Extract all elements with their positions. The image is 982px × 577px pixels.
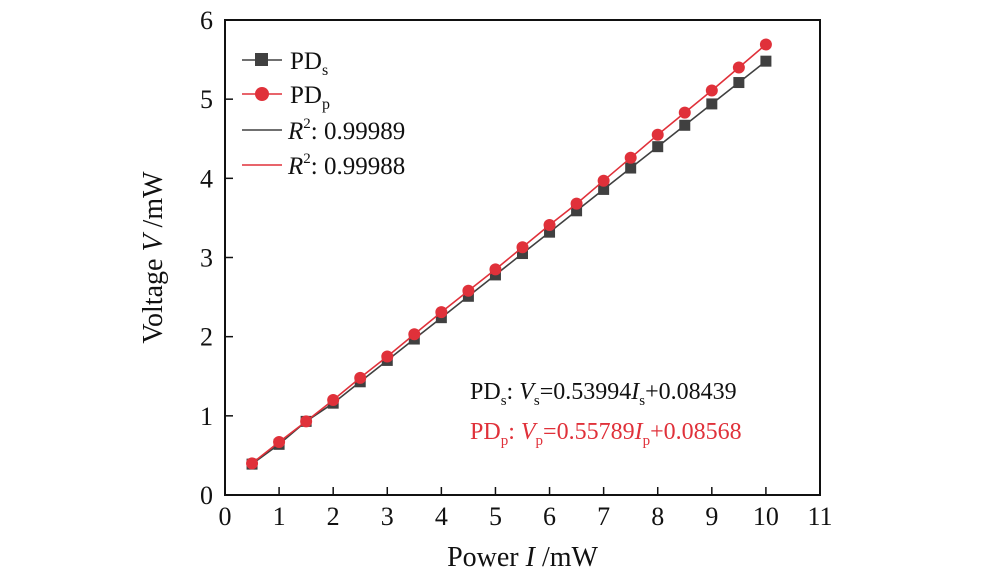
- legend-item-pds: PDs: [242, 48, 328, 79]
- legend-item-fit-s: R2: 0.99989: [242, 116, 405, 145]
- data-point-pdp: [462, 284, 475, 297]
- legend-marker-pds: [255, 53, 268, 66]
- x-axis-ticks: 0 1 2 3 4 5 6 7 8 9 10 11: [219, 487, 833, 531]
- data-point-pdp: [327, 394, 340, 406]
- x-tick-label: 6: [543, 502, 556, 531]
- data-point-pds: [733, 77, 745, 89]
- data-point-pdp: [246, 457, 259, 470]
- x-tick-label: 3: [381, 502, 394, 531]
- y-axis-title: Voltage V /mW: [138, 171, 169, 344]
- legend-label-fit-p: R2: 0.99988: [287, 151, 405, 180]
- y-tick-label: 2: [200, 323, 213, 352]
- data-point-pdp: [651, 128, 664, 141]
- x-tick-label: 1: [273, 502, 286, 531]
- x-tick-label: 8: [651, 502, 664, 531]
- data-point-pdp: [543, 219, 556, 232]
- y-tick-label: 0: [200, 481, 213, 510]
- x-axis-title-prefix: Power: [447, 542, 526, 573]
- data-point-pdp: [489, 263, 502, 276]
- data-point-pdp: [300, 415, 313, 428]
- data-point-pds: [571, 205, 583, 217]
- x-tick-label: 10: [753, 502, 779, 531]
- data-point-pdp: [408, 328, 421, 341]
- data-point-pdp: [516, 241, 529, 254]
- legend-marker-pdp: [255, 87, 269, 101]
- data-point-pds: [760, 55, 772, 67]
- y-tick-label: 1: [200, 402, 213, 431]
- data-point-pdp: [570, 197, 583, 210]
- series-layer: [246, 38, 772, 470]
- data-point-pdp: [624, 151, 637, 164]
- y-axis-title-var: V: [138, 232, 169, 252]
- x-tick-label: 5: [489, 502, 502, 531]
- data-point-pds: [706, 98, 718, 110]
- data-point-pdp: [732, 61, 745, 74]
- data-point-pdp: [759, 38, 772, 51]
- data-point-pdp: [435, 306, 448, 319]
- y-axis-title-prefix: Voltage: [138, 252, 169, 344]
- data-point-pds: [652, 141, 664, 153]
- data-point-pds: [598, 183, 610, 195]
- y-tick-label: 4: [200, 164, 213, 193]
- data-point-pdp: [273, 435, 286, 448]
- x-tick-label: 11: [807, 502, 832, 531]
- data-point-pdp: [678, 106, 691, 119]
- y-tick-label: 6: [200, 6, 213, 35]
- y-axis-ticks: 0 1 2 3 4 5 6: [200, 6, 233, 510]
- equation-pds: PDs: Vs=0.53994Is+0.08439: [470, 379, 737, 409]
- legend-item-pdp: PDp: [242, 82, 330, 113]
- y-axis-title-suffix: /mW: [138, 171, 169, 235]
- data-point-pdp: [354, 371, 367, 384]
- x-tick-label: 7: [597, 502, 610, 531]
- x-tick-label: 2: [327, 502, 340, 531]
- data-point-pds: [517, 248, 528, 260]
- legend-label-pdp: PDp: [290, 82, 330, 113]
- x-axis-title-var: I: [525, 542, 537, 573]
- data-point-pdp: [597, 174, 610, 187]
- data-point-pds: [544, 226, 556, 238]
- legend-item-fit-p: R2: 0.99988: [242, 151, 405, 180]
- x-tick-label: 0: [219, 502, 232, 531]
- y-tick-label: 3: [200, 244, 213, 273]
- legend-label-pds: PDs: [290, 48, 328, 79]
- data-point-pds: [625, 162, 637, 174]
- y-tick-label: 5: [200, 85, 213, 114]
- legend: PDs PDp R2: 0.99989 R2: 0.99988: [242, 48, 405, 180]
- x-tick-label: 9: [705, 502, 718, 531]
- legend-label-fit-s: R2: 0.99989: [287, 116, 405, 145]
- series-pdp: [246, 38, 772, 470]
- data-point-pds: [679, 119, 691, 131]
- data-point-pdp: [381, 350, 394, 363]
- x-axis-title-suffix: /mW: [535, 542, 599, 573]
- x-tick-label: 4: [435, 502, 448, 531]
- data-point-pdp: [705, 84, 718, 97]
- equation-pdp: PDp: Vp=0.55789Ip+0.08568: [470, 419, 742, 449]
- x-axis-title: Power I /mW: [447, 542, 598, 573]
